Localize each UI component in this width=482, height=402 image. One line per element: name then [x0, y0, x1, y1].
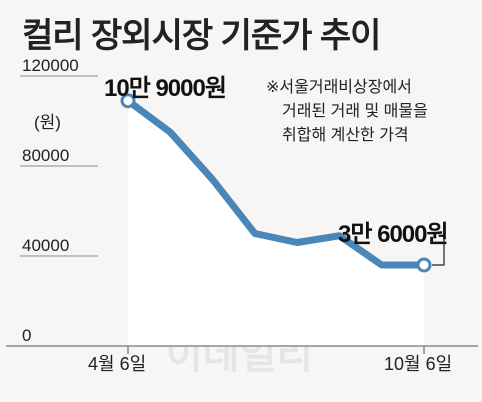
- y-tick-label: 0: [22, 326, 31, 345]
- source-note-line-2: 거래된 거래 및 매물을: [282, 102, 428, 120]
- y-tick-label: 40000: [22, 236, 69, 255]
- tick-layer: 0 40000 80000 120000: [22, 56, 79, 345]
- y-axis-unit-label: (원): [34, 113, 61, 132]
- area-layer: [128, 100, 424, 346]
- line-layer: [120, 93, 445, 273]
- start-value-label: 10만 9000원: [104, 75, 226, 102]
- x-tick-label-end: 10월 6일: [384, 354, 452, 374]
- x-tick-label-start: 4월 6일: [88, 354, 146, 374]
- source-note-line-3: 취합해 계산한 가격: [282, 126, 409, 144]
- source-note: ※서울거래비상장에서 거래된 거래 및 매물을 취합해 계산한 가격: [266, 78, 428, 144]
- end-label-leader: [432, 233, 445, 266]
- chart-title: 컬리 장외시장 기준가 추이: [22, 17, 381, 55]
- area-fill: [128, 100, 424, 346]
- y-tick-label: 80000: [22, 146, 69, 165]
- data-point-marker: [120, 93, 136, 109]
- series-line: [124, 97, 428, 269]
- end-value-label: 3만 6000원: [338, 221, 448, 248]
- source-note-line-1: ※서울거래비상장에서: [266, 78, 412, 96]
- data-point-marker: [416, 257, 432, 273]
- axis-layer: [6, 75, 478, 354]
- y-tick-label: 120000: [22, 56, 79, 75]
